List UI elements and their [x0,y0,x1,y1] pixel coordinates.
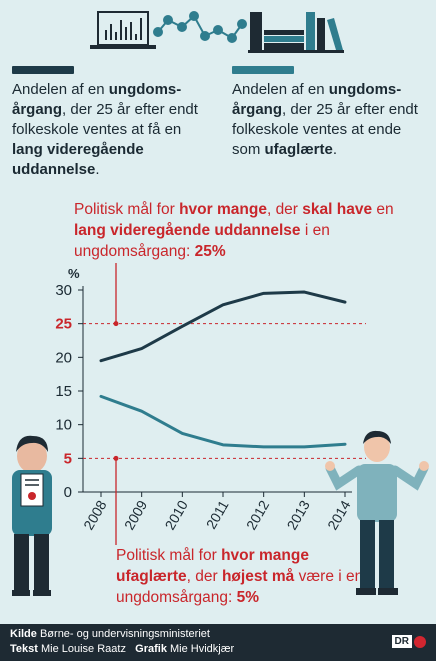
header-illustration [90,11,344,53]
books-icon [248,12,344,53]
molecule-icon [153,11,247,43]
y-tick-label-5: 5 [64,450,72,467]
footer: Kilde Børne- og undervisningsministeriet… [0,624,436,661]
goal-bottom-annotation: Politisk mål for hvor mange ufaglærte, d… [116,547,364,606]
x-tick-label-2010: 2010 [161,497,191,532]
plot-area: % 0 5 10 15 20 25 30 2008 2009 2010 2011 2012 2013 201… [55,263,366,545]
y-tick-label-25: 25 [55,316,72,333]
legend-light: Andelen af en ungdoms­årgang, der 25 år … [232,66,422,160]
series-line-dark [99,290,347,363]
x-tick-label-2009: 2009 [121,497,151,532]
y-tick-label-15: 15 [55,383,72,400]
laptop-icon [90,11,156,49]
footer-source: Kilde Børne- og undervisningsministeriet [10,628,210,640]
legend-dark-swatch [12,66,74,74]
goal-bottom-pointer-dot [113,455,119,461]
y-tick-label-0: 0 [64,484,72,501]
y-axis-unit-label: % [68,266,80,281]
person-with-diploma-illustration [12,435,52,596]
x-tick-label-2008: 2008 [80,497,110,532]
dr-logo-icon [414,635,426,648]
line-chart: % 0 5 10 15 20 25 30 2008 2009 2010 2011 2012 2013 201… [12,263,429,596]
series-line-light [99,394,347,449]
dr-logo-text: DR [391,635,412,648]
legend-dark: Andelen af en ungdoms­årgang, der 25 år … [12,66,202,180]
dr-logo[interactable]: DR [391,635,426,648]
goal-top-pointer-dot [113,321,119,327]
x-tick-label-2013: 2013 [283,497,313,532]
footer-credits: Tekst Mie Louise Raatz Grafik Mie Hvidkj… [10,643,235,655]
x-tick-label-2014: 2014 [324,497,354,532]
y-tick-label-30: 30 [55,282,72,299]
shrugging-person-illustration [325,430,429,595]
x-tick-label-2012: 2012 [243,497,273,532]
x-tick-label-2011: 2011 [203,497,232,531]
legend-light-swatch [232,66,294,74]
legend-dark-text: Andelen af en ungdoms­årgang, der 25 år … [12,81,198,178]
y-tick-label-10: 10 [55,417,72,434]
goal-top-annotation: Politisk mål for hvor mange, der skal ha… [74,201,394,260]
y-tick-label-20: 20 [55,349,72,366]
legend-light-text: Andelen af en ungdoms­årgang, der 25 år … [232,81,418,158]
